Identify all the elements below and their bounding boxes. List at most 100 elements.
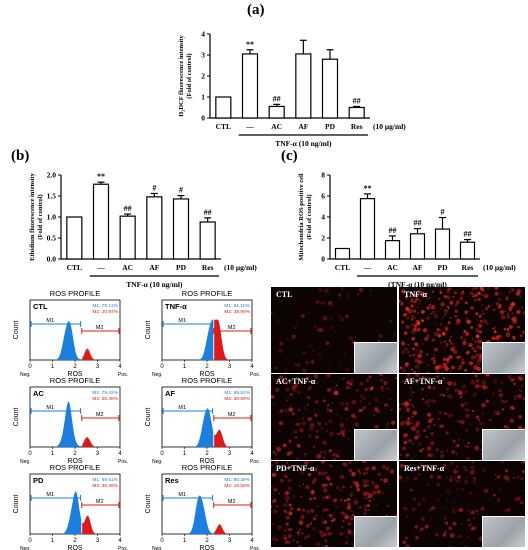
fluorescent-spot	[516, 496, 521, 501]
fluorescent-spot	[462, 290, 465, 293]
fluorescent-spot	[474, 293, 478, 297]
fluorescent-spot	[308, 473, 312, 477]
significance-mark: #	[179, 186, 183, 195]
fluorescent-spot	[511, 320, 516, 325]
fluorescent-spot	[286, 399, 288, 402]
fluorescent-spot	[503, 327, 507, 331]
x-tick-label: 4	[250, 451, 254, 457]
fluorescent-spot	[292, 539, 295, 541]
x-tick-label: 4	[118, 538, 122, 544]
fluorescent-spot	[505, 424, 508, 427]
fluorescent-spot	[313, 445, 316, 448]
fluorescent-spot	[294, 363, 296, 366]
fluorescent-spot	[510, 287, 512, 289]
fluorescent-spot	[342, 462, 346, 466]
fluorescent-spot	[403, 507, 405, 509]
m2-label: M2	[228, 412, 236, 418]
fluorescent-spot	[305, 360, 310, 365]
fluorescent-spot	[347, 438, 349, 440]
fluorescent-spot	[462, 384, 466, 389]
fluorescent-spot	[279, 341, 284, 346]
fluorescent-spot	[431, 465, 436, 471]
y-axis-label: (Fold of control)	[37, 194, 44, 239]
fluorescent-spot	[411, 330, 415, 335]
fluorescent-spot	[487, 287, 490, 290]
fluorescent-spot	[433, 313, 439, 318]
micrograph-tile: TNF-α	[399, 287, 525, 373]
fluorescent-spot	[302, 368, 307, 373]
fluorescent-spot	[436, 328, 440, 332]
fluorescent-spot	[446, 388, 450, 391]
fluorescent-spot	[446, 290, 450, 294]
fluorescent-spot	[273, 487, 278, 492]
fluorescent-spot	[435, 323, 437, 325]
fluorescent-spot	[404, 536, 408, 540]
fluorescent-spot	[463, 439, 465, 442]
fluorescent-spot	[446, 295, 451, 300]
fluorescent-spot	[293, 326, 297, 330]
x-tick-label: 3	[228, 538, 232, 544]
m2-stat: M2: 20.87%	[92, 309, 118, 315]
fluorescent-spot	[444, 313, 446, 315]
fluorescent-spot	[369, 290, 372, 292]
fluorescent-spot	[282, 444, 286, 448]
fluorescent-spot	[366, 479, 370, 483]
fluorescent-spot	[509, 418, 515, 423]
fluorescent-spot	[427, 453, 432, 457]
micrograph-tile: PD+TNF-α	[271, 461, 397, 547]
fluorescent-spot	[399, 453, 402, 456]
fluorescent-spot	[432, 386, 436, 390]
fluorescent-spot	[443, 295, 448, 299]
fluorescent-spot	[298, 520, 304, 526]
fluorescent-spot	[359, 394, 363, 398]
fluorescent-spot	[416, 327, 421, 332]
fluorescent-spot	[328, 409, 333, 413]
fluorescent-spot	[271, 464, 273, 467]
fluorescent-spot	[282, 443, 287, 448]
fluorescent-spot	[378, 334, 383, 338]
fluorescent-spot	[407, 343, 410, 346]
fluorescent-spot	[480, 448, 482, 451]
m2-label: M2	[228, 499, 236, 505]
panel-b-letter: (b)	[11, 148, 30, 164]
fluorescent-spot	[278, 348, 283, 353]
fluorescent-spot	[327, 300, 333, 306]
fluorescent-spot	[380, 386, 384, 390]
treatment-label: (TNF-α (10 ng/ml)	[388, 280, 447, 289]
fluorescent-spot	[287, 498, 290, 500]
fluorescent-spot	[300, 471, 305, 476]
fluorescent-spot	[497, 336, 500, 338]
fluorescent-spot	[485, 374, 490, 377]
fluorescent-spot	[395, 394, 397, 396]
bar-chart-c: 0 2 4 6 8 Mitochondria ROS positive cell (Fold…	[298, 171, 516, 290]
fluorescent-spot	[402, 434, 407, 439]
panel-a-letter: (a)	[247, 2, 265, 18]
fluorescent-spot	[326, 508, 329, 511]
fluorescent-spot	[408, 439, 412, 443]
m2-label: M2	[96, 499, 104, 505]
fluorescent-spot	[306, 376, 309, 380]
fluorescent-spot	[418, 461, 424, 467]
m2-histogram	[82, 515, 98, 534]
fluorescent-spot	[443, 308, 449, 313]
fluorescent-spot	[436, 499, 440, 502]
fluorescent-spot	[410, 390, 413, 393]
fluorescent-spot	[412, 327, 417, 332]
fluorescent-spot	[457, 389, 460, 391]
fluorescent-spot	[275, 319, 280, 324]
fluorescent-spot	[349, 398, 352, 400]
bar	[119, 215, 136, 260]
fluorescent-spot	[469, 291, 474, 296]
m2-label: M2	[96, 412, 104, 418]
fluorescent-spot	[438, 297, 441, 300]
fluorescent-spot	[362, 479, 368, 484]
fluorescent-spot	[505, 425, 510, 430]
x-tick-label: 1	[51, 538, 55, 544]
fluorescent-spot	[285, 515, 290, 520]
fluorescent-spot	[418, 303, 421, 305]
bar	[215, 96, 232, 119]
fluorescent-spot	[464, 390, 468, 394]
fluorescent-spot	[368, 499, 371, 503]
significance-mark: ##	[464, 230, 472, 239]
fluorescent-spot	[521, 469, 525, 474]
